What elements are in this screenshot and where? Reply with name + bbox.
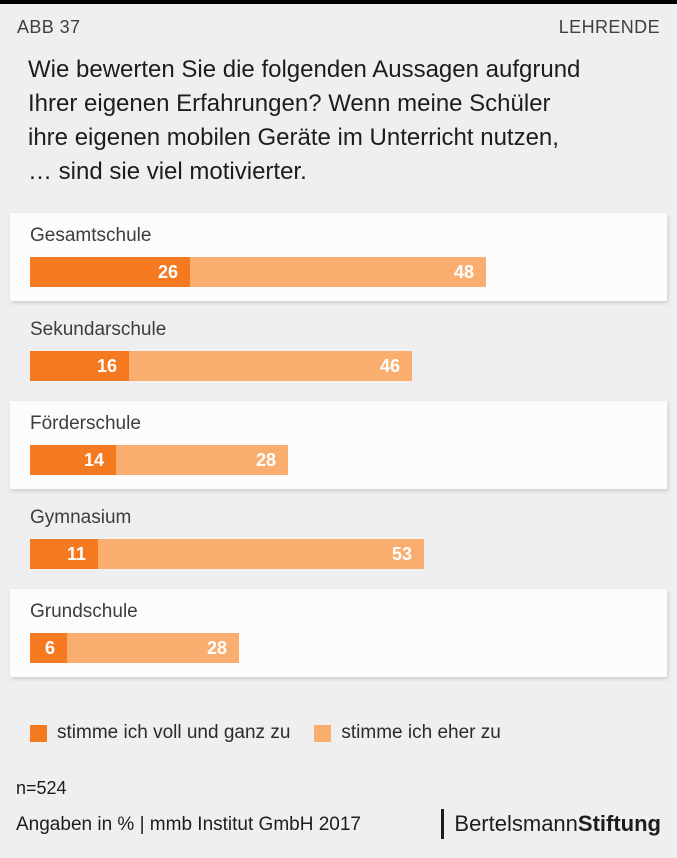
legend: stimme ich voll und ganz zu stimme ich eh…: [30, 722, 677, 744]
legend-swatch-icon: [314, 724, 332, 742]
source-note: Angaben in % | mmb Institut GmbH 2017: [16, 814, 361, 835]
legend-swatch-icon: [30, 724, 47, 742]
bar-segment: 46: [129, 351, 412, 381]
bar-segment: 16: [30, 351, 129, 381]
bar-track: 11 53: [30, 539, 646, 569]
bar-value-label: 11: [66, 543, 86, 564]
bar-value-label: 26: [157, 261, 178, 282]
bar-segment: 53: [98, 539, 424, 569]
bar-track: 26 48: [30, 257, 646, 287]
category-label: Gesamtschule: [30, 225, 152, 246]
chart-row-gymnasium: Gymnasium 11 53: [10, 495, 667, 583]
bar-segment: 28: [116, 445, 288, 475]
logo-divider: [441, 809, 445, 839]
bar-segment: 6: [30, 633, 67, 663]
footer: Angaben in % | mmb Institut GmbH 2017 Be…: [16, 809, 661, 839]
bertelsmann-stiftung-logo: BertelsmannStiftung: [441, 809, 661, 839]
legend-label: stimme ich voll und ganz zu: [57, 722, 291, 743]
figure-label: ABB 37: [17, 17, 81, 37]
category-label: Sekundarschule: [30, 319, 167, 340]
category-label: Förderschule: [30, 413, 141, 434]
logo-text: BertelsmannStiftung: [454, 809, 661, 839]
sample-size: n=524: [16, 778, 67, 798]
header: ABB 37 LEHRENDE: [0, 4, 677, 38]
bar-value-label: 28: [255, 449, 276, 470]
logo-text-regular: Bertelsmann: [454, 811, 578, 836]
bar-rows: Gesamtschule 26 48 Sekundarschule 16 46 Förder…: [0, 213, 677, 677]
chart-row-grundschule: Grundschule 6 28: [10, 589, 667, 677]
bar-segment: 48: [190, 257, 486, 287]
audience-label: LEHRENDE: [558, 17, 660, 37]
category-label: Grundschule: [30, 601, 138, 622]
stacked-bar-chart: Gesamtschule 26 48 Sekundarschule 16 46 Förder…: [0, 213, 677, 744]
bar-track: 6 28: [30, 633, 646, 663]
chart-row-gesamtschule: Gesamtschule 26 48: [10, 213, 667, 301]
chart-row-förderschule: Förderschule 14 28: [10, 401, 667, 489]
bar-segment: 14: [30, 445, 116, 475]
bar-track: 16 46: [30, 351, 646, 381]
bar-value-label: 6: [44, 637, 55, 658]
logo-text-bold: Stiftung: [577, 811, 661, 836]
top-border-bar: [0, 0, 677, 4]
category-label: Gymnasium: [30, 507, 132, 528]
bar-value-label: 16: [96, 355, 117, 376]
bar-track: 14 28: [30, 445, 646, 475]
bar-segment: 26: [30, 257, 190, 287]
bar-value-label: 48: [453, 261, 474, 282]
legend-label: stimme ich eher zu: [341, 722, 501, 743]
legend-item: stimme ich voll und ganz zu: [30, 722, 290, 744]
bar-segment: 11: [30, 539, 98, 569]
legend-item: stimme ich eher zu: [314, 722, 501, 744]
bar-segment: 28: [67, 633, 239, 663]
bar-value-label: 14: [83, 449, 104, 470]
bar-value-label: 53: [391, 543, 412, 564]
chart-title: Wie bewerten Sie die folgenden Aussagen …: [28, 56, 581, 185]
bar-value-label: 28: [206, 637, 227, 658]
bar-value-label: 46: [379, 355, 400, 376]
chart-row-sekundarschule: Sekundarschule 16 46: [10, 307, 667, 395]
